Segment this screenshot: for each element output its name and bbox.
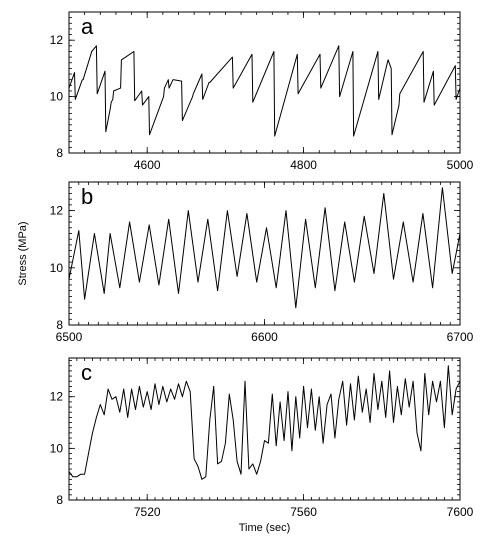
x-tick-label: 5000 [447, 158, 474, 172]
plot-frame [68, 181, 461, 326]
panel-b: 6500 6600 6700 8 10 12 b [50, 181, 474, 344]
x-tick-label: 7600 [447, 505, 474, 519]
stress-series-line [68, 187, 461, 309]
plot-frame [68, 357, 461, 501]
y-axis-label: Stress (MPa) [17, 221, 29, 285]
x-tick-label: 7560 [290, 505, 317, 519]
y-tick-label: 12 [50, 204, 64, 218]
stress-series-line [68, 365, 461, 480]
panel-c: 7520 7560 7600 8 10 12 c [50, 357, 474, 519]
y-tick-label: 12 [50, 33, 64, 47]
y-tick-label: 8 [56, 493, 63, 507]
y-tick-label: 8 [56, 146, 63, 160]
y-tick-label: 10 [50, 261, 64, 275]
panel-a: 4600 4800 5000 8 10 12 a [50, 11, 474, 172]
x-tick-label: 7520 [134, 505, 161, 519]
panel-letter: c [81, 360, 92, 385]
y-tick-label: 8 [56, 318, 63, 332]
y-tick-label: 10 [50, 441, 64, 455]
panel-letter: b [81, 184, 93, 209]
x-tick-label: 6700 [447, 330, 474, 344]
panel-letter: a [81, 14, 94, 39]
x-tick-label: 6600 [251, 330, 278, 344]
x-tick-label: 4600 [134, 158, 161, 172]
stress-series-line [68, 45, 461, 137]
x-tick-label: 6500 [56, 330, 83, 344]
x-axis-label: Time (sec) [239, 522, 291, 534]
plot-frame [68, 11, 461, 154]
y-tick-label: 10 [50, 90, 64, 104]
y-tick-label: 12 [50, 390, 64, 404]
x-tick-label: 4800 [290, 158, 317, 172]
